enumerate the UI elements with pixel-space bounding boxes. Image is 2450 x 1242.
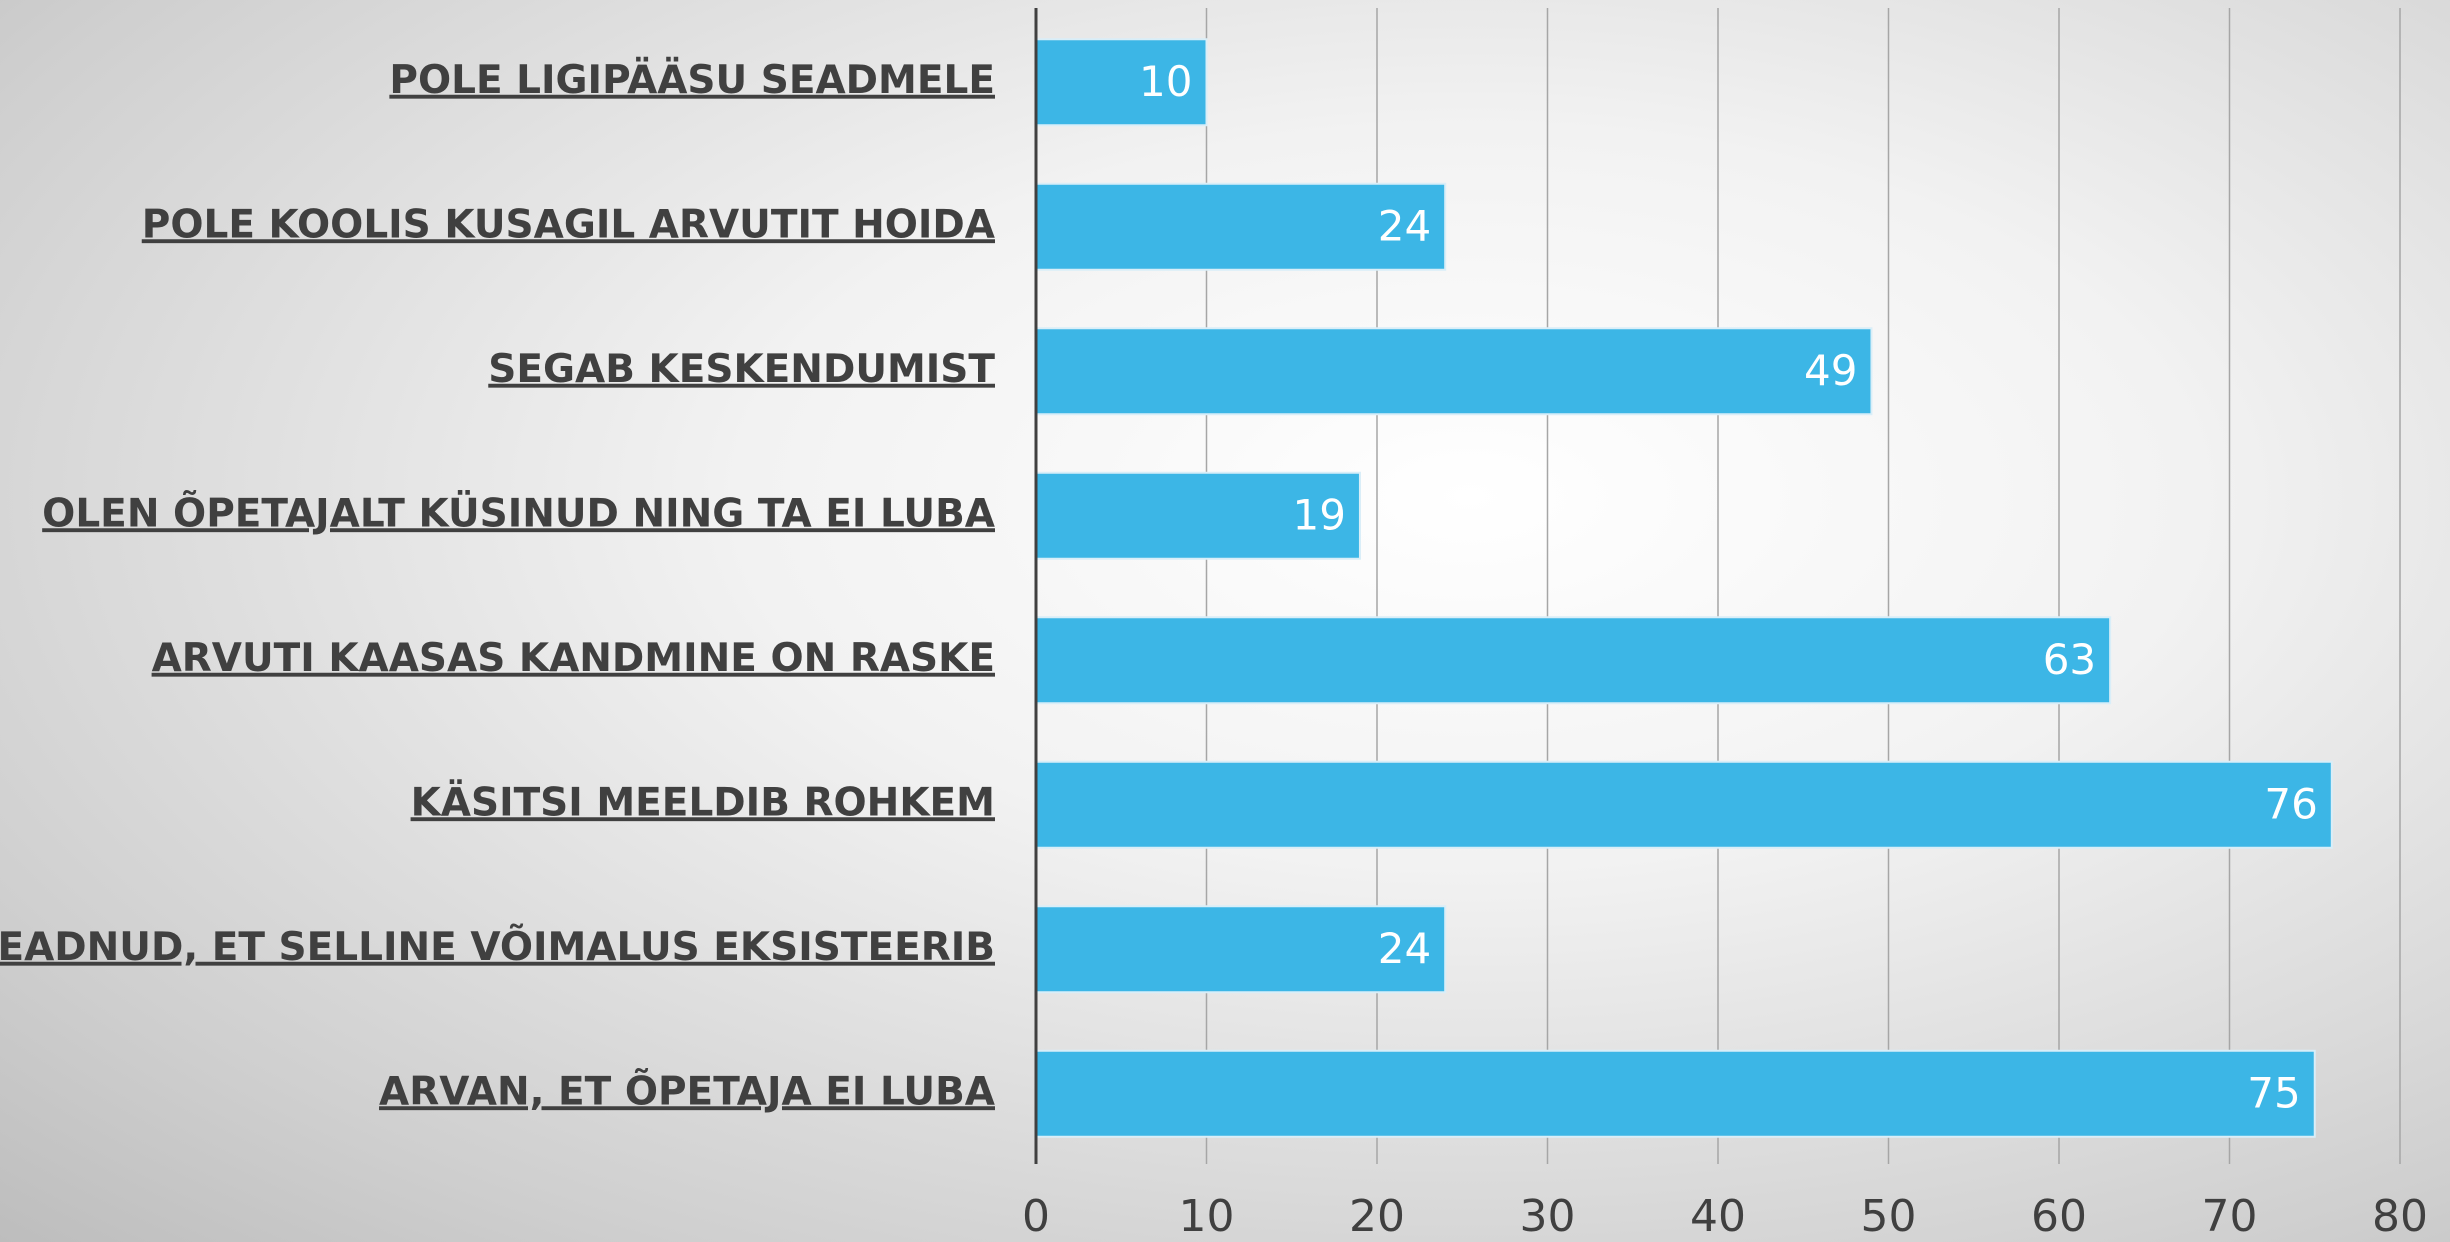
- value-label: 10: [1139, 57, 1192, 106]
- y-tick-label: OLEN ÕPETAJALT KÜSINUD NING TA EI LUBA: [42, 489, 995, 536]
- bar: [1035, 1049, 2316, 1138]
- y-tick-label: KÄSITSI MEELDIB ROHKEM: [411, 778, 995, 825]
- bar: [1035, 327, 1873, 416]
- x-tick-label: 30: [1520, 1191, 1576, 1242]
- bar: [1035, 905, 1447, 994]
- x-tick-label: 0: [1022, 1191, 1050, 1242]
- x-tick-label: 40: [1690, 1191, 1746, 1242]
- value-label: 76: [2264, 779, 2317, 828]
- value-label: 49: [1804, 346, 1857, 395]
- value-label: 63: [2043, 635, 2096, 684]
- x-tick-label: 20: [1349, 1191, 1405, 1242]
- value-label: 75: [2247, 1068, 2300, 1117]
- x-tick-label: 50: [1861, 1191, 1917, 1242]
- bar: [1035, 760, 2333, 849]
- y-tick-label: POLE LIGIPÄÄSU SEADMELE: [389, 56, 995, 103]
- y-tick-label: ARVUTI KAASAS KANDMINE ON RASKE: [152, 636, 995, 681]
- y-tick-label: EI TEADNUD, ET SELLINE VÕIMALUS EKSISTEE…: [0, 923, 995, 970]
- value-label: 19: [1292, 490, 1345, 539]
- bar: [1035, 182, 1447, 271]
- bar: [1035, 616, 2112, 705]
- value-label: 24: [1378, 201, 1431, 250]
- bar: [1035, 471, 1361, 560]
- x-tick-label: 70: [2202, 1191, 2258, 1242]
- y-tick-label: SEGAB KESKENDUMIST: [488, 347, 995, 392]
- x-tick-label: 60: [2031, 1191, 2087, 1242]
- value-label: 24: [1378, 924, 1431, 973]
- y-tick-label: POLE KOOLIS KUSAGIL ARVUTIT HOIDA: [142, 202, 995, 247]
- y-tick-label: ARVAN, ET ÕPETAJA EI LUBA: [379, 1067, 995, 1114]
- x-tick-label: 10: [1179, 1191, 1235, 1242]
- x-tick-label: 80: [2372, 1191, 2428, 1242]
